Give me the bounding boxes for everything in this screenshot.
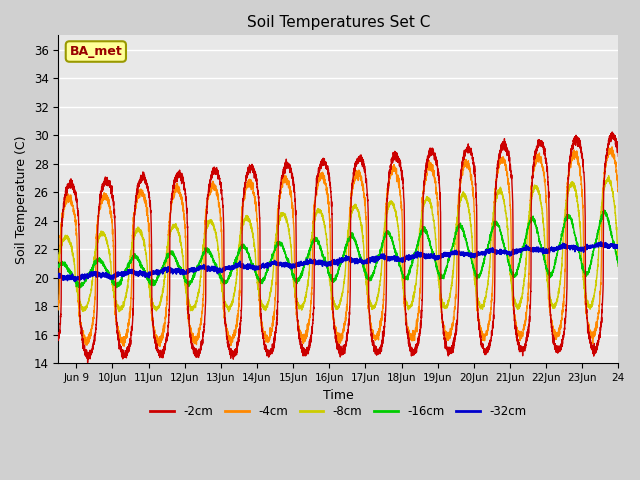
- Y-axis label: Soil Temperature (C): Soil Temperature (C): [15, 135, 28, 264]
- Text: BA_met: BA_met: [70, 45, 122, 58]
- Title: Soil Temperatures Set C: Soil Temperatures Set C: [246, 15, 430, 30]
- X-axis label: Time: Time: [323, 389, 354, 402]
- Legend: -2cm, -4cm, -8cm, -16cm, -32cm: -2cm, -4cm, -8cm, -16cm, -32cm: [146, 401, 531, 423]
